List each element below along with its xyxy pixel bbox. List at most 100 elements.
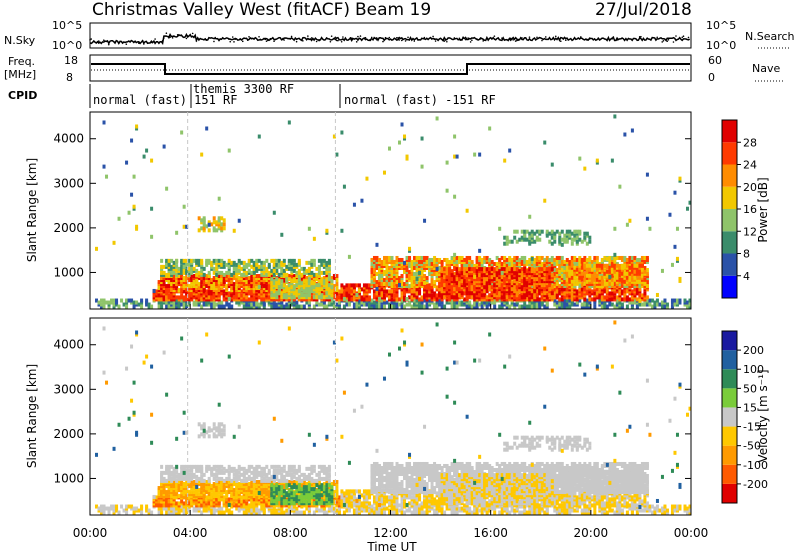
heatmap-cell <box>197 262 201 267</box>
heatmap-cell <box>455 267 459 272</box>
heatmap-cell <box>450 277 454 282</box>
heatmap-cell <box>468 273 472 278</box>
heatmap-cell <box>102 504 106 509</box>
heatmap-cell <box>372 304 376 309</box>
heatmap-cell <box>225 284 229 289</box>
heatmap-cell <box>558 302 562 307</box>
heatmap-cell <box>222 260 226 265</box>
heatmap-cell <box>630 304 634 309</box>
heatmap-cell <box>192 268 196 273</box>
heatmap-cell <box>350 291 354 296</box>
heatmap-cell <box>190 288 194 293</box>
heatmap-cell <box>588 273 592 278</box>
heatmap-cell <box>380 274 384 279</box>
heatmap-cell <box>217 284 221 289</box>
heatmap-cell <box>400 257 404 262</box>
heatmap-cell <box>643 295 647 300</box>
heatmap-cell <box>453 300 457 305</box>
heatmap-cell <box>245 280 249 285</box>
heatmap-cell <box>352 302 356 307</box>
heatmap-cell <box>583 291 587 296</box>
heatmap-cell <box>242 260 246 265</box>
heatmap-cell <box>635 269 639 274</box>
heatmap-cell <box>255 280 259 285</box>
heatmap-cell <box>287 297 291 302</box>
heatmap-cell <box>475 255 479 260</box>
heatmap-cell <box>398 257 402 262</box>
heatmap-cell <box>355 283 359 288</box>
heatmap-cell <box>420 255 424 260</box>
heatmap-cell <box>575 257 579 262</box>
heatmap-cell <box>543 257 547 262</box>
heatmap-cell <box>400 304 404 309</box>
heatmap-cell <box>563 298 567 303</box>
heatmap-cell <box>620 291 624 296</box>
heatmap-cell <box>553 274 557 279</box>
heatmap-cell <box>280 270 284 275</box>
heatmap-cell <box>580 261 584 266</box>
heatmap-cell <box>210 222 214 227</box>
heatmap-cell <box>450 269 454 274</box>
heatmap-cell <box>520 304 524 309</box>
heatmap-cell <box>460 273 464 278</box>
heatmap-cell <box>347 289 351 294</box>
heatmap-cell <box>382 170 386 175</box>
heatmap-cell <box>187 270 191 275</box>
heatmap-cell <box>387 259 391 264</box>
heatmap-cell <box>645 295 649 300</box>
heatmap-cell <box>590 263 594 268</box>
heatmap-cell <box>395 278 399 283</box>
heatmap-cell <box>235 280 239 285</box>
heatmap-cell <box>322 258 326 263</box>
heatmap-cell <box>633 257 637 262</box>
heatmap-cell <box>423 289 427 294</box>
heatmap-cell <box>395 255 399 260</box>
heatmap-cell <box>240 282 244 287</box>
heatmap-cell <box>237 302 241 307</box>
heatmap-cell <box>485 285 489 290</box>
heatmap-cell <box>450 283 454 288</box>
heatmap-cell <box>332 295 336 300</box>
nsky-point <box>666 40 669 43</box>
heatmap-cell <box>408 246 412 251</box>
heatmap-cell <box>207 289 211 294</box>
heatmap-cell <box>107 506 111 511</box>
heatmap-cell <box>640 293 644 298</box>
heatmap-cell <box>175 268 179 273</box>
heatmap-cell <box>162 291 166 296</box>
heatmap-cell <box>285 302 289 307</box>
heatmap-cell <box>445 297 449 302</box>
heatmap-cell <box>393 266 397 271</box>
heatmap-cell <box>225 297 229 302</box>
heatmap-cell <box>277 291 281 296</box>
heatmap-cell <box>413 276 417 281</box>
heatmap-cell <box>300 295 304 300</box>
heatmap-cell <box>242 272 246 277</box>
heatmap-cell <box>260 268 264 273</box>
heatmap-cell <box>210 260 214 265</box>
heatmap-cell <box>352 295 356 300</box>
heatmap-cell <box>145 508 149 513</box>
nsky-point <box>382 40 384 43</box>
nsky-point <box>329 40 332 43</box>
heatmap-cell <box>433 295 437 300</box>
heatmap-cell <box>418 270 422 275</box>
heatmap-cell <box>398 280 402 285</box>
heatmap-cell <box>227 291 231 296</box>
heatmap-cell <box>518 237 522 242</box>
heatmap-cell <box>620 269 624 274</box>
heatmap-cell <box>643 273 647 278</box>
heatmap-cell <box>588 297 592 302</box>
heatmap-cell <box>255 274 259 279</box>
heatmap-cell <box>277 302 281 307</box>
heatmap-cell <box>207 286 211 291</box>
heatmap-cell <box>603 280 607 285</box>
heatmap-cell <box>635 279 639 284</box>
heatmap-cell <box>463 259 467 264</box>
heatmap-cell <box>282 268 286 273</box>
heatmap-cell <box>247 304 251 309</box>
heatmap-cell <box>262 304 266 309</box>
heatmap-cell <box>95 504 99 509</box>
heatmap-cell <box>603 289 607 294</box>
heatmap-cell <box>292 274 296 279</box>
